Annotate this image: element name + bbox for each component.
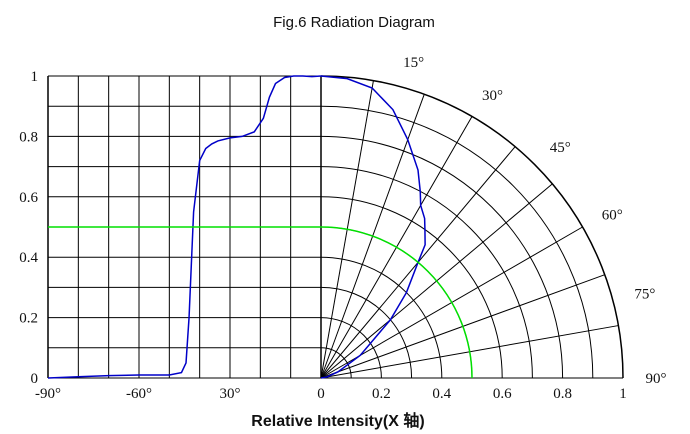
y-tick-label: 0.2: [19, 311, 38, 327]
x-tick-label-right: 0.2: [372, 386, 391, 402]
chart-title: Fig.6 Radiation Diagram: [273, 14, 435, 31]
y-tick-label: 0: [31, 371, 39, 387]
x-tick-label-left: 0: [317, 386, 325, 402]
x-tick-label-left: -90°: [35, 386, 61, 402]
polar-angle-label: 90°: [646, 371, 667, 387]
polar-angle-label: 15°: [403, 55, 424, 71]
polar-arc: [320, 166, 533, 379]
x-axis-label: Relative Intensity(X 轴): [251, 411, 424, 430]
polar-arc: [320, 105, 594, 379]
half-intensity-arc: [320, 226, 473, 379]
x-tick-label-left: 30°: [220, 386, 241, 402]
y-tick-label: 0.4: [19, 250, 38, 266]
y-tick-label: 1: [31, 69, 39, 85]
polar-arc: [320, 317, 382, 379]
y-tick-label: 0.8: [19, 129, 38, 145]
series-layer: [47, 75, 473, 379]
polar-arc: [320, 286, 413, 379]
polar-angle-label: 45°: [550, 140, 571, 156]
x-tick-label-left: -60°: [126, 386, 152, 402]
x-tick-label-right: 0.8: [553, 386, 572, 402]
polar-arc: [320, 196, 503, 379]
polar-angle-label: 60°: [602, 208, 623, 224]
x-tick-label-right: 0.4: [432, 386, 451, 402]
y-tick-label: 0.6: [19, 190, 38, 206]
tick-labels: 0 0.2 0.4 0.6 0.8 1 -90° -60° 30° 0 0.2 0.4 0.6 0.8 1 1…: [19, 55, 666, 402]
polar-angle-label: 75°: [634, 286, 655, 302]
polar-arc: [320, 135, 564, 379]
series-curve-polar: [320, 75, 426, 379]
series-curve-cartesian: [47, 75, 322, 379]
polar-arc: [320, 75, 624, 379]
x-tick-label-right: 0.6: [493, 386, 512, 402]
x-tick-label-right: 1: [619, 386, 627, 402]
polar-angle-label: 30°: [482, 88, 503, 104]
